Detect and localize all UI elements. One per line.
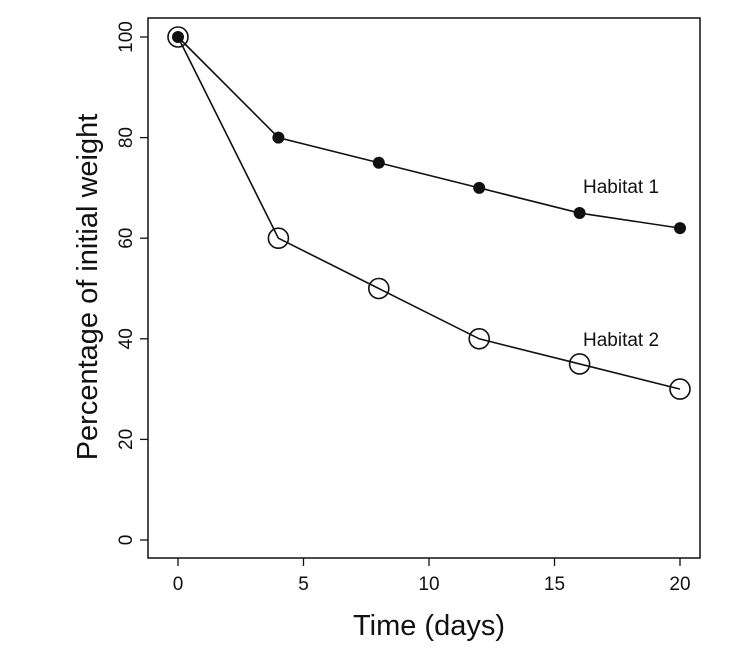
series-label-habitat-1: Habitat 1 <box>583 177 659 198</box>
x-tick-label: 0 <box>173 574 184 595</box>
x-tick-label: 15 <box>544 574 565 595</box>
series-points <box>167 26 691 400</box>
series-lines <box>177 36 681 390</box>
x-tick-label: 20 <box>669 574 690 595</box>
plot-frame <box>147 17 701 559</box>
data-point-habitat-2 <box>468 327 491 350</box>
data-point-habitat-1 <box>172 31 184 43</box>
data-point-habitat-1 <box>473 181 486 194</box>
data-point-habitat-1 <box>674 222 686 235</box>
y-tick-label: 100 <box>116 21 137 53</box>
y-tick-label: 60 <box>116 228 137 249</box>
data-point-habitat-2 <box>167 26 189 48</box>
data-point-habitat-1 <box>573 207 586 220</box>
y-tick-label: 20 <box>116 429 137 450</box>
series-line-habitat-2 <box>177 36 681 390</box>
series-line-habitat-1 <box>177 36 681 229</box>
data-point-habitat-2 <box>568 353 591 375</box>
axis-ticks: 0 5 10 15 20 0 20 40 60 80 100 <box>116 21 691 595</box>
data-point-habitat-1 <box>272 131 285 144</box>
y-axis-label: Percentage of initial weight <box>72 114 104 461</box>
series-label-habitat-2: Habitat 2 <box>583 330 659 351</box>
data-point-habitat-2 <box>267 227 290 249</box>
data-point-habitat-1 <box>372 156 385 169</box>
y-tick-label: 0 <box>116 535 137 546</box>
y-tick-label: 80 <box>116 127 137 148</box>
x-tick-label: 10 <box>418 574 439 595</box>
data-point-habitat-2 <box>669 378 691 400</box>
x-tick-label: 5 <box>298 574 309 595</box>
x-axis-label: Time (days) <box>353 610 505 642</box>
data-point-habitat-2 <box>367 277 390 300</box>
y-tick-label: 40 <box>116 328 137 349</box>
